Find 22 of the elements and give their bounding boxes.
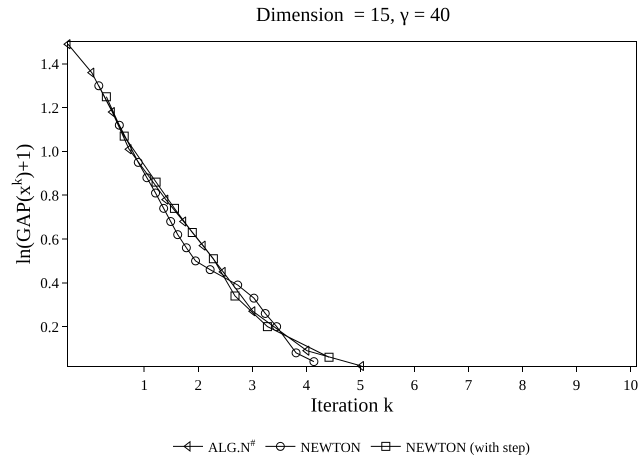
x-tick-label: 2 (194, 378, 202, 394)
y-tick-label: 0.2 (40, 320, 59, 336)
chart-title: Dimension = 15, γ = 40 (256, 4, 450, 26)
legend-label: NEWTON (with step) (406, 440, 530, 456)
x-tick-label: 10 (623, 378, 638, 394)
legend-label: NEWTON (300, 440, 361, 456)
x-tick-label: 9 (572, 378, 580, 394)
x-axis-title: Iteration k (310, 394, 394, 416)
y-tick-label: 1.4 (40, 57, 60, 74)
x-tick-label: 6 (410, 378, 419, 394)
y-tick-label: 0.8 (40, 188, 59, 204)
y-tick-label: 0.4 (40, 276, 60, 292)
x-tick-label: 1 (140, 378, 148, 394)
y-tick-label: 1.0 (40, 144, 59, 161)
y-tick-label: 1.2 (40, 100, 59, 117)
x-tick-label: 4 (302, 378, 311, 394)
legend-label: ALG.N$^{#}$ (208, 438, 256, 456)
y-tick-label: 0.6 (40, 232, 60, 248)
x-tick-label: 8 (518, 378, 526, 394)
x-tick-label: 5 (356, 378, 364, 394)
x-tick-label: 3 (248, 378, 256, 394)
x-tick-label: 7 (464, 378, 473, 394)
